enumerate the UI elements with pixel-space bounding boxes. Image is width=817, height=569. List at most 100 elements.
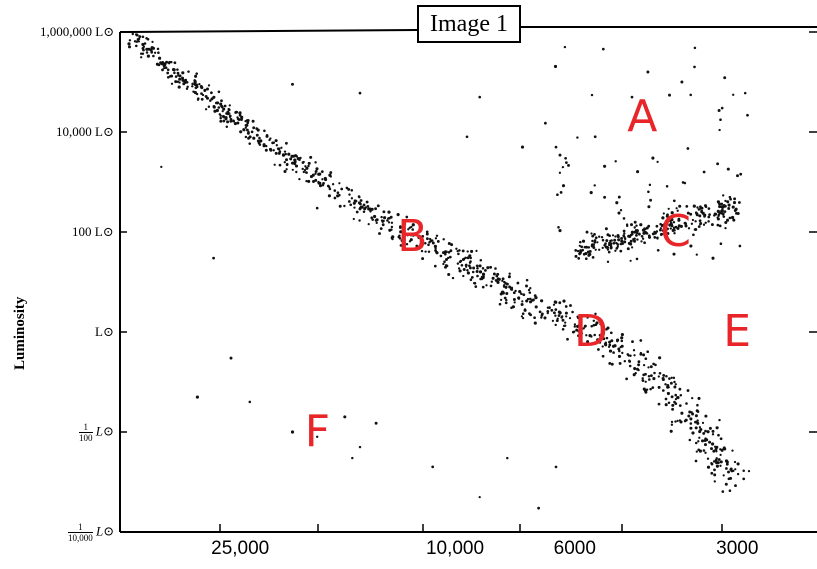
giant-star	[710, 223, 714, 227]
main-sequence-star	[698, 426, 702, 429]
region-label-a: A	[627, 90, 658, 142]
main-sequence-star	[713, 473, 717, 477]
main-sequence-star	[670, 420, 674, 424]
supergiant-star	[576, 136, 579, 139]
main-sequence-star	[678, 404, 682, 407]
y-tick-label: L⊙	[95, 324, 114, 339]
main-sequence-star	[248, 142, 251, 145]
main-sequence-star	[458, 260, 462, 264]
main-sequence-star	[145, 51, 149, 54]
main-sequence-star	[556, 317, 559, 320]
main-sequence-star	[701, 421, 705, 425]
main-sequence-star	[285, 163, 289, 167]
main-sequence-star	[307, 161, 311, 165]
main-sequence-star	[391, 237, 394, 241]
giant-star	[717, 214, 720, 217]
main-sequence-star	[318, 172, 322, 176]
main-sequence-star	[533, 321, 537, 325]
main-sequence-star	[501, 277, 505, 281]
main-sequence-star	[485, 284, 488, 287]
giant-star	[574, 249, 578, 252]
giant-star	[609, 239, 612, 243]
main-sequence-star	[314, 161, 317, 164]
scattered-star	[465, 135, 469, 139]
main-sequence-star	[207, 84, 211, 87]
main-sequence-star	[657, 385, 661, 389]
main-sequence-star	[242, 128, 246, 132]
main-sequence-star	[157, 63, 161, 67]
main-sequence-star	[466, 256, 470, 260]
main-sequence-star	[219, 114, 222, 117]
main-sequence-star	[520, 315, 524, 318]
main-sequence-star	[324, 178, 327, 181]
main-sequence-star	[674, 397, 678, 401]
main-sequence-star	[405, 215, 409, 219]
giant-star	[577, 257, 581, 260]
main-sequence-star	[557, 310, 561, 314]
main-sequence-star	[644, 390, 648, 394]
main-sequence-star	[138, 37, 141, 41]
main-sequence-star	[528, 300, 533, 304]
main-sequence-star	[447, 242, 451, 245]
main-sequence-star	[503, 280, 506, 284]
giant-star	[556, 193, 559, 197]
giant-star	[655, 224, 659, 228]
main-sequence-star	[508, 272, 511, 275]
main-sequence-star	[213, 109, 217, 113]
main-sequence-star	[472, 266, 476, 270]
main-sequence-star	[245, 128, 249, 132]
main-sequence-star	[712, 460, 716, 463]
main-sequence-star	[671, 403, 675, 407]
main-sequence-star	[435, 251, 439, 255]
white-dwarf-star	[343, 415, 347, 419]
main-sequence-star	[649, 374, 653, 378]
main-sequence-star	[420, 249, 424, 253]
main-sequence-star	[552, 303, 556, 306]
main-sequence-star	[177, 74, 180, 77]
main-sequence-star	[550, 308, 554, 312]
main-sequence-star	[198, 82, 201, 86]
main-sequence-star	[645, 388, 649, 391]
main-sequence-star	[380, 215, 383, 219]
main-sequence-star	[698, 430, 702, 434]
main-sequence-star	[573, 325, 576, 328]
main-sequence-star	[503, 296, 507, 300]
main-sequence-star	[566, 337, 569, 341]
main-sequence-star	[592, 319, 595, 322]
giant-star	[591, 234, 595, 238]
main-sequence-star	[697, 440, 700, 443]
main-sequence-star	[520, 292, 523, 296]
giant-star	[666, 232, 670, 235]
main-sequence-star	[554, 308, 558, 311]
main-sequence-star	[644, 372, 647, 376]
main-sequence-star	[736, 472, 740, 476]
main-sequence-star	[617, 347, 621, 351]
main-sequence-star	[576, 324, 579, 328]
main-sequence-star	[149, 48, 153, 52]
main-sequence-star	[166, 71, 170, 75]
main-sequence-star	[472, 281, 476, 285]
main-sequence-star	[688, 438, 692, 442]
giant-star	[663, 229, 667, 233]
giant-star	[581, 248, 584, 252]
main-sequence-star	[439, 254, 443, 258]
main-sequence-star	[580, 332, 584, 335]
main-sequence-star	[623, 359, 627, 363]
main-sequence-star	[593, 333, 596, 337]
main-sequence-star	[626, 353, 630, 356]
main-sequence-star	[298, 177, 301, 181]
main-sequence-star	[613, 344, 617, 348]
giant-star	[728, 216, 732, 220]
giant-star	[622, 217, 626, 220]
supergiant-star	[651, 156, 655, 160]
main-sequence-star	[662, 373, 666, 377]
main-sequence-star	[469, 260, 472, 263]
main-sequence-star	[475, 249, 478, 252]
giant-star	[584, 257, 588, 261]
main-sequence-star	[618, 349, 621, 353]
main-sequence-star	[462, 274, 465, 278]
main-sequence-star	[649, 387, 652, 391]
main-sequence-star	[127, 42, 131, 46]
main-sequence-star	[697, 396, 701, 400]
main-sequence-star	[139, 52, 143, 55]
